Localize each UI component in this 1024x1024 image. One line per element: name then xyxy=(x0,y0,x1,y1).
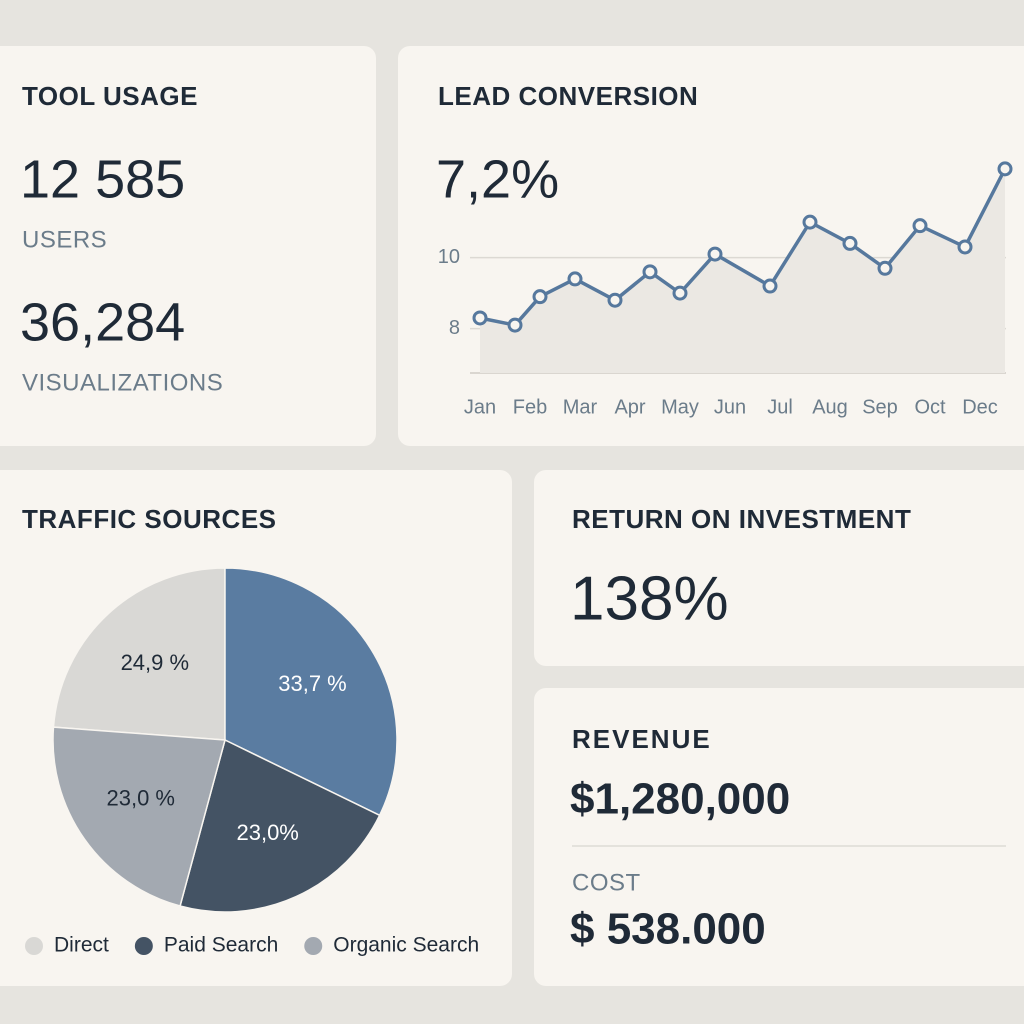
card-title: TRAFFIC SOURCES xyxy=(22,504,277,534)
revenue-card xyxy=(534,688,1024,986)
roi-value: 138% xyxy=(570,564,729,633)
revenue-value: $1,280,000 xyxy=(570,775,790,824)
visualizations-label: VISUALIZATIONS xyxy=(22,369,223,396)
pie-slice xyxy=(52,567,226,741)
point xyxy=(877,260,893,276)
x-tick-label: Apr xyxy=(614,396,645,418)
cost-label: COST xyxy=(572,869,641,896)
y-tick-label: 8 xyxy=(449,317,460,339)
visualizations-value: 36,284 xyxy=(20,292,185,352)
x-tick-label: Jun xyxy=(714,396,746,418)
cost-value: $ 538.000 xyxy=(570,905,766,954)
x-tick-label: May xyxy=(661,396,699,418)
x-tick-label: Aug xyxy=(812,396,848,418)
point xyxy=(957,239,973,255)
point xyxy=(507,317,523,333)
legend-label: Paid Search xyxy=(164,934,278,957)
x-tick-label: Dec xyxy=(962,396,998,418)
pie-slice xyxy=(224,567,398,817)
legend-swatch xyxy=(304,937,323,955)
card-title: RETURN ON INVESTMENT xyxy=(572,504,911,534)
tool-usage-card xyxy=(0,46,376,446)
legend-swatch xyxy=(25,937,43,955)
slice-label: 23,0% xyxy=(236,820,298,845)
x-tick-label: Sep xyxy=(862,396,898,418)
roi-card xyxy=(534,470,1024,666)
x-tick-label: Jan xyxy=(464,396,496,418)
point xyxy=(762,278,778,294)
x-tick-label: Oct xyxy=(914,396,946,418)
card-title: REVENUE xyxy=(572,724,712,754)
x-tick-label: Mar xyxy=(563,396,598,418)
point xyxy=(607,292,623,308)
point xyxy=(532,289,548,305)
pie-slice xyxy=(52,726,226,907)
point xyxy=(802,214,818,230)
legend-label: Direct xyxy=(54,934,109,957)
slice-label: 33,7 % xyxy=(278,671,347,696)
point xyxy=(642,264,658,280)
conversion-value: 7,2% xyxy=(436,149,559,209)
legend-label: Organic Search xyxy=(333,934,479,957)
legend-swatch xyxy=(134,937,153,955)
point xyxy=(997,161,1013,177)
x-tick-label: Jul xyxy=(767,396,793,418)
users-label: USERS xyxy=(22,226,107,253)
point xyxy=(672,285,688,301)
card-title: LEAD CONVERSION xyxy=(438,81,698,111)
point xyxy=(842,235,858,251)
point xyxy=(472,310,488,326)
card-title: TOOL USAGE xyxy=(22,81,198,111)
point xyxy=(567,271,583,287)
pie-slice xyxy=(179,738,381,913)
users-value: 12 585 xyxy=(20,149,185,209)
y-tick-label: 10 xyxy=(438,246,460,268)
slice-label: 23,0 % xyxy=(107,785,176,810)
x-tick-label: Feb xyxy=(513,396,547,418)
point xyxy=(912,218,928,234)
point xyxy=(707,246,723,262)
slice-label: 24,9 % xyxy=(121,650,190,675)
